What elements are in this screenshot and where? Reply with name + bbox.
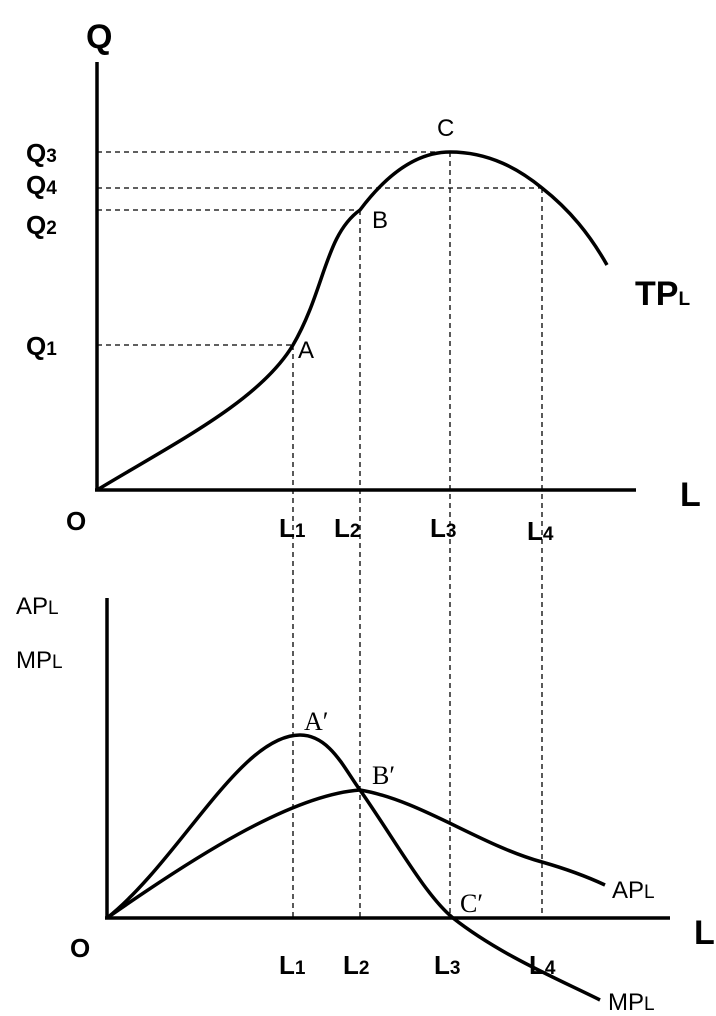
label-sub: 2 — [46, 218, 57, 239]
guide-lines — [97, 151, 542, 346]
l-label: L3 — [434, 950, 460, 980]
label-main: L — [343, 950, 359, 980]
y-axis-label: APL — [16, 593, 59, 620]
label-main: L — [430, 513, 446, 543]
label-sub: 1 — [295, 958, 306, 979]
l-label: L3 — [430, 513, 456, 543]
origin-label: O — [66, 506, 86, 536]
label-sub: 2 — [359, 958, 370, 979]
label-sub: 1 — [46, 339, 57, 360]
label-sub: 3 — [46, 146, 57, 167]
curve-label: APL — [612, 877, 655, 904]
label-main: AP — [16, 593, 48, 620]
point-label: A — [298, 337, 314, 364]
label-main: MP — [16, 647, 52, 674]
point-label: C′ — [460, 889, 483, 918]
label-sub: L — [52, 652, 63, 673]
label-sub: L — [644, 882, 655, 903]
label-main: L — [279, 513, 295, 543]
label-sub: L — [678, 289, 690, 310]
label-sub: 4 — [46, 178, 57, 199]
label-main: Q — [26, 170, 46, 200]
label-main: MP — [608, 989, 644, 1016]
l-label: L1 — [279, 513, 306, 543]
l-label: L2 — [334, 513, 360, 543]
label-main: L — [279, 950, 295, 980]
q-label: Q3 — [26, 138, 57, 168]
ap-curve — [105, 788, 606, 920]
label-sub: 3 — [446, 521, 457, 542]
label-sub: 2 — [350, 521, 361, 542]
label-main: Q — [26, 210, 46, 240]
label-sub: 1 — [295, 521, 306, 542]
label-main: L — [527, 516, 543, 546]
bottom-graph: APL MPL L O L1 L2 L3 L4 A′ B′ C′ APL MPL — [16, 593, 715, 1016]
point-label: A′ — [304, 707, 328, 736]
label-sub: L — [48, 598, 59, 619]
label-sub: 3 — [450, 958, 461, 979]
point-label: B — [372, 207, 388, 234]
x-axis-label: L — [680, 476, 701, 514]
y-axis-label: Q — [86, 18, 112, 56]
top-graph: Q L O TPL Q3 Q4 Q2 Q1 L1 L2 L3 L4 A B C — [26, 18, 701, 918]
label-main: L — [334, 513, 350, 543]
l-label: L4 — [529, 950, 556, 980]
point-label: B′ — [372, 761, 395, 790]
l-label: L4 — [527, 516, 554, 546]
l-label: L2 — [343, 950, 369, 980]
label-main: L — [529, 950, 545, 980]
curve-label: TPL — [635, 275, 690, 313]
label-sub: 4 — [545, 958, 556, 979]
origin-label: O — [70, 933, 90, 963]
q-label: Q1 — [26, 331, 57, 361]
label-sub: L — [644, 994, 655, 1015]
l-label: L1 — [279, 950, 306, 980]
x-axis-label: L — [694, 914, 715, 952]
label-main: Q — [26, 138, 46, 168]
label-main: TP — [635, 275, 678, 313]
label-main: L — [434, 950, 450, 980]
vertical-guides — [292, 152, 543, 918]
q-label: Q4 — [26, 170, 57, 200]
label-sub: 4 — [543, 524, 554, 545]
tp-curve — [96, 150, 609, 492]
label-main: AP — [612, 877, 644, 904]
y-axis-label: MPL — [16, 647, 63, 674]
curve-label: MPL — [608, 989, 655, 1016]
point-label: C — [437, 115, 454, 142]
label-main: Q — [26, 331, 46, 361]
q-label: Q2 — [26, 210, 57, 240]
